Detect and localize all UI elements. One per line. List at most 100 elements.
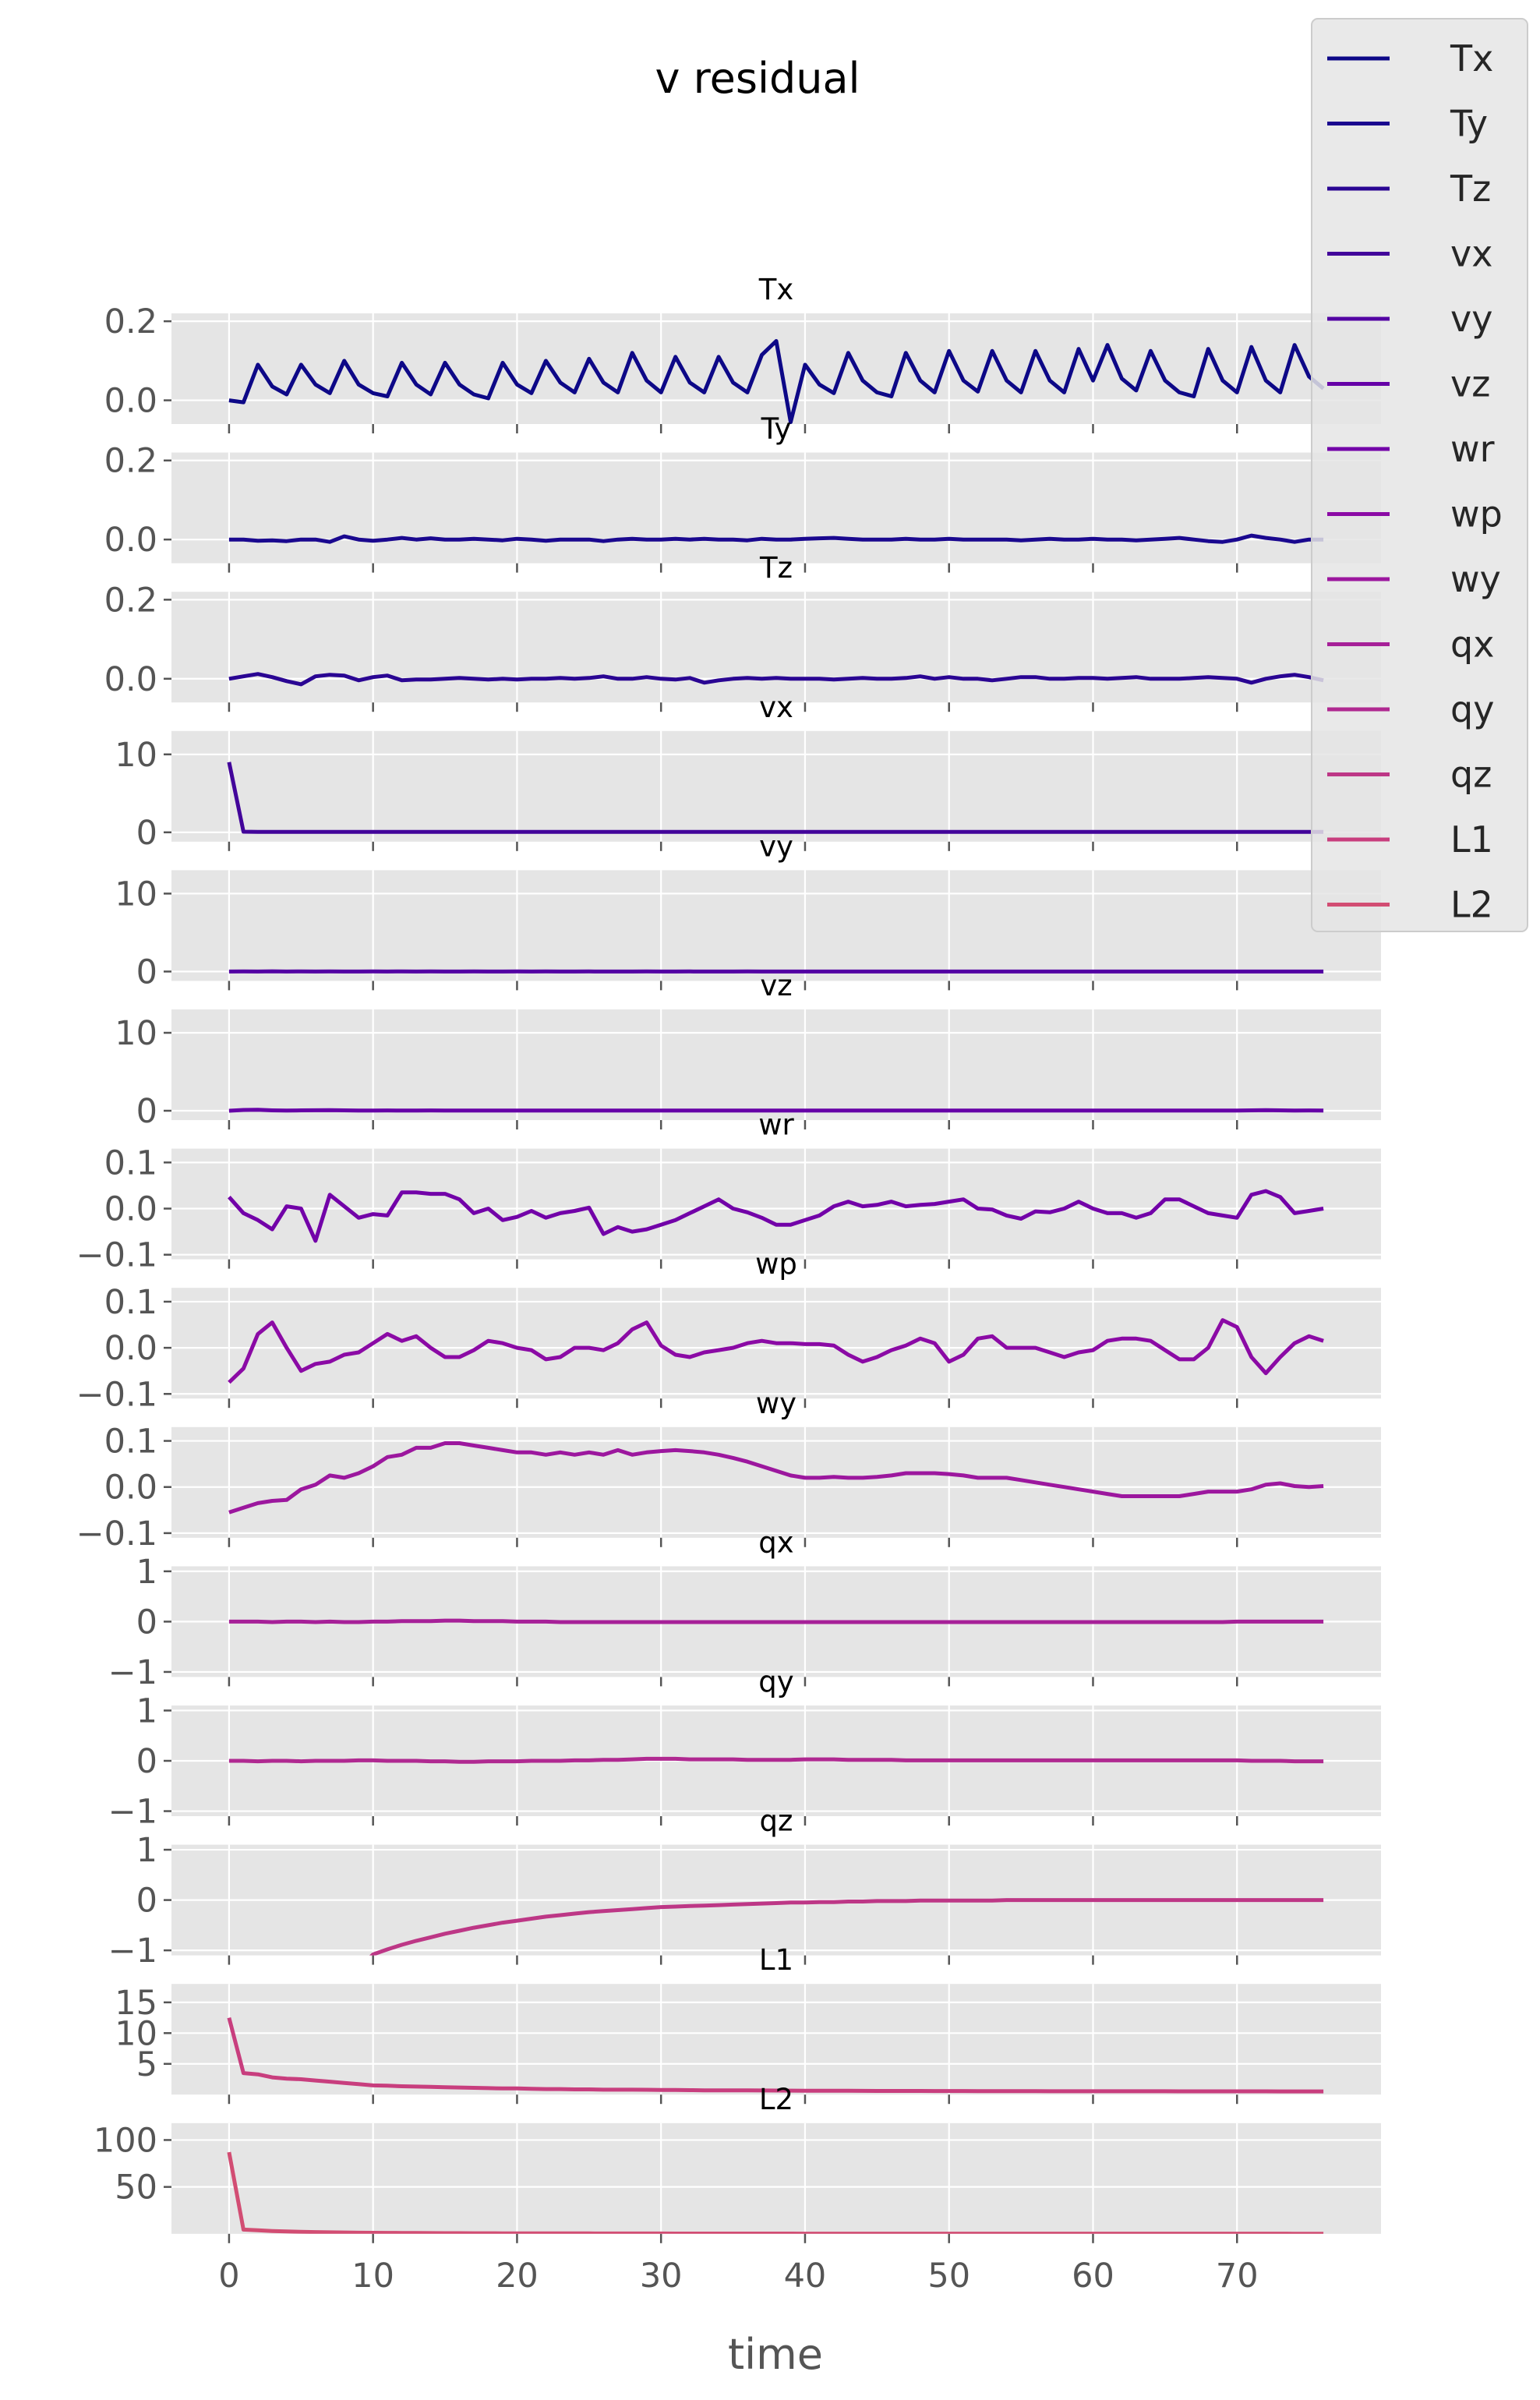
panel-wr: −0.1 0.0 0.1 wr: [76, 1108, 1381, 1275]
legend-label-ty: Ty: [1450, 103, 1488, 145]
panel-background: [171, 1009, 1381, 1120]
y-tick-label: 15: [115, 1984, 157, 2023]
panel-wy: −0.1 0.0 0.1 wy: [76, 1387, 1381, 1553]
y-tick-label: 0.0: [104, 1469, 157, 1508]
panel-title-qz: qz: [760, 1804, 793, 1838]
y-tick-label: 10: [115, 736, 157, 775]
y-tick-label: 5: [136, 2045, 157, 2084]
panel-qz: −1 0 1 qz: [108, 1804, 1381, 1971]
panel-qy: −1 0 1 qy: [108, 1665, 1381, 1832]
panel-background: [171, 1148, 1381, 1260]
x-tick-label: 40: [784, 2257, 827, 2296]
panel-title-wy: wy: [756, 1387, 796, 1420]
legend: Tx Ty Tz vx vy vz wr wp wy qx qy qz L1 L2: [1311, 18, 1528, 932]
panel-title-qx: qx: [758, 1525, 793, 1559]
y-tick-label: −0.1: [76, 1236, 157, 1275]
series-line-vx: [227, 762, 1324, 834]
panel-wp: −0.1 0.0 0.1 wp: [76, 1247, 1381, 1414]
y-tick-label: 50: [115, 2168, 157, 2207]
legend-label-wy: wy: [1450, 558, 1501, 600]
panel-title-l2: L2: [759, 2083, 793, 2116]
panel-title-tz: Tz: [759, 551, 793, 585]
panel-ty: 0.0 0.2 Ty: [104, 412, 1381, 573]
y-tick-label: 0: [136, 1882, 157, 1921]
panel-tz: 0.0 0.2 Tz: [104, 551, 1381, 712]
y-tick-label: 0.1: [104, 1423, 157, 1462]
legend-frame: [1311, 18, 1528, 932]
x-tick-label: 60: [1072, 2257, 1114, 2296]
legend-label-l1: L1: [1450, 818, 1493, 861]
panel-title-ty: Ty: [761, 412, 792, 446]
panel-title-vy: vy: [759, 829, 793, 863]
panel-l2: 50 100 L2: [94, 2083, 1381, 2243]
y-tick-label: −0.1: [76, 1375, 157, 1414]
y-tick-label: 0.1: [104, 1283, 157, 1322]
legend-label-vz: vz: [1450, 363, 1490, 405]
series-line-qz: [369, 1898, 1324, 1956]
x-tick-label: 0: [218, 2257, 239, 2296]
y-tick-label: 10: [115, 1014, 157, 1053]
legend-label-qx: qx: [1450, 624, 1494, 666]
y-tick-label: 0.0: [104, 521, 157, 560]
x-tick-label: 70: [1216, 2257, 1259, 2296]
y-tick-label: 0: [136, 1092, 157, 1131]
panel-background: [171, 313, 1381, 424]
y-tick-label: 0: [136, 1742, 157, 1781]
panel-background: [171, 1426, 1381, 1538]
y-tick-label: −0.1: [76, 1515, 157, 1553]
y-tick-label: 0.0: [104, 1190, 157, 1229]
panel-title-tx: Tx: [758, 273, 794, 306]
panel-background: [171, 592, 1381, 703]
legend-label-vx: vx: [1450, 233, 1492, 275]
y-tick-label: 0.0: [104, 660, 157, 699]
series-line-qy: [228, 1756, 1324, 1764]
y-tick-label: 10: [115, 875, 157, 914]
series-line-wr: [228, 1189, 1324, 1243]
x-tick-label: 30: [640, 2257, 683, 2296]
legend-label-wr: wr: [1450, 428, 1495, 470]
legend-label-tx: Tx: [1450, 37, 1493, 80]
figure-title: v residual: [655, 54, 860, 103]
y-tick-label: 10: [115, 2014, 157, 2053]
series-line-qx: [228, 1618, 1324, 1624]
series-line-l1: [227, 2016, 1324, 2094]
series-line-l2: [227, 2151, 1324, 2234]
y-tick-label: 0.1: [104, 1143, 157, 1182]
legend-label-qz: qz: [1450, 754, 1492, 796]
series-line-vz: [228, 1108, 1324, 1113]
series-line-wp: [228, 1318, 1324, 1384]
y-tick-label: −1: [108, 1793, 157, 1832]
panel-title-qy: qy: [758, 1665, 793, 1698]
x-axis: 0 10 20 30 40 50 60 70: [218, 2257, 1258, 2296]
panel-title-wr: wr: [758, 1108, 794, 1142]
panel-title-wp: wp: [755, 1247, 797, 1281]
legend-label-qy: qy: [1450, 688, 1494, 730]
y-tick-label: 0.0: [104, 382, 157, 421]
panel-background: [171, 452, 1381, 564]
y-tick-label: −1: [108, 1932, 157, 1971]
y-tick-label: 0.2: [104, 581, 157, 620]
subplot-panels: 0.00.2Tx0.00.2Ty0.00.2Tz010vx010vy010vz−…: [76, 273, 1381, 2243]
y-tick-label: 100: [94, 2121, 157, 2160]
legend-label-l2: L2: [1450, 884, 1493, 926]
panel-title-vx: vx: [759, 691, 793, 724]
series-line-wy: [228, 1441, 1324, 1515]
x-tick-label: 50: [927, 2257, 970, 2296]
series-line-tz: [228, 672, 1324, 687]
y-tick-label: −1: [108, 1653, 157, 1692]
panel-title-vz: vz: [760, 969, 792, 1002]
panel-vz: 0 10 vz: [115, 969, 1381, 1131]
series-line-ty: [228, 533, 1324, 544]
y-tick-label: 0: [136, 1603, 157, 1642]
x-tick-label: 10: [351, 2257, 394, 2296]
y-tick-label: 1: [136, 1691, 157, 1730]
y-tick-label: 1: [136, 1553, 157, 1592]
panel-background: [171, 870, 1381, 981]
y-tick-label: 0.0: [104, 1329, 157, 1368]
panel-vy: 0 10 vy: [115, 829, 1381, 991]
y-tick-label: 0.2: [104, 302, 157, 341]
legend-label-vy: vy: [1450, 298, 1492, 340]
legend-label-tz: Tz: [1450, 168, 1491, 210]
x-axis-label: time: [728, 2330, 823, 2379]
